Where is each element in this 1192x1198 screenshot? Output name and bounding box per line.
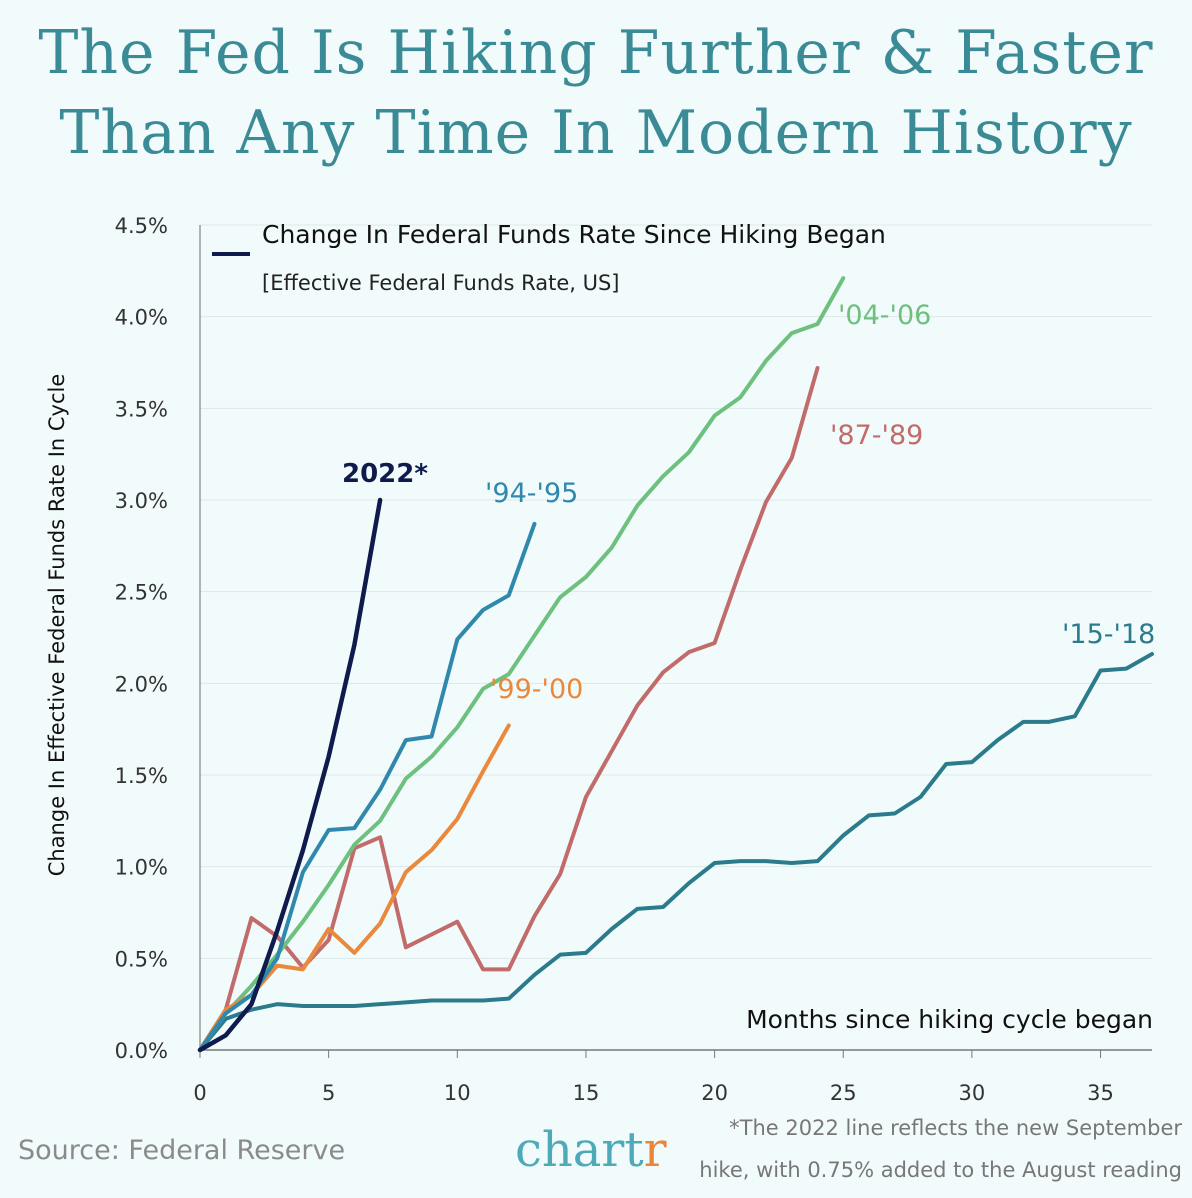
y-tick-label: 3.5%	[115, 397, 168, 421]
footnote-line-2: hike, with 0.75% added to the August rea…	[699, 1158, 1182, 1182]
title-line-1: The Fed Is Hiking Further & Faster	[38, 18, 1154, 88]
series-label: 2022*	[342, 459, 428, 489]
footnote-line-1: *The 2022 line reflects the new Septembe…	[729, 1116, 1182, 1140]
y-tick-label: 4.0%	[115, 306, 168, 330]
x-tick-label: 35	[1087, 1081, 1114, 1105]
legend-title: Change In Federal Funds Rate Since Hikin…	[262, 220, 886, 249]
source-note: Source: Federal Reserve	[18, 1135, 346, 1166]
x-axis-label: Months since hiking cycle began	[746, 1005, 1153, 1034]
series-label: '94-'95	[485, 478, 578, 509]
y-tick-label: 1.0%	[115, 856, 168, 880]
y-tick-label: 0.5%	[115, 947, 168, 971]
y-tick-label: 3.0%	[115, 489, 168, 513]
series-line	[198, 276, 846, 1052]
title-line-2: Than Any Time In Modern History	[59, 98, 1133, 168]
x-tick-label: 30	[959, 1081, 986, 1105]
y-tick-label: 0.0%	[115, 1039, 168, 1063]
series-line	[197, 497, 383, 1053]
chartr-logo: chartr	[515, 1122, 667, 1178]
series-label: '99-'00	[490, 674, 583, 705]
x-tick-label: 25	[830, 1081, 857, 1105]
series-line	[198, 366, 820, 1052]
x-tick-label: 15	[573, 1081, 600, 1105]
legend-subtitle: [Effective Federal Funds Rate, US]	[262, 271, 620, 295]
x-tick-label: 10	[444, 1081, 471, 1105]
series-label: '15-'18	[1062, 619, 1155, 650]
y-axis-label: Change In Effective Federal Funds Rate I…	[45, 374, 69, 877]
y-tick-label: 2.0%	[115, 672, 168, 696]
series-line	[198, 652, 1154, 1052]
x-tick-label: 20	[701, 1081, 728, 1105]
y-tick-label: 2.5%	[115, 581, 168, 605]
series-label: '87-'89	[830, 420, 923, 451]
x-tick-label: 0	[193, 1081, 206, 1105]
y-tick-label: 4.5%	[115, 214, 168, 238]
x-tick-label: 5	[322, 1081, 335, 1105]
series-label: '04-'06	[838, 300, 931, 331]
y-tick-label: 1.5%	[115, 764, 168, 788]
